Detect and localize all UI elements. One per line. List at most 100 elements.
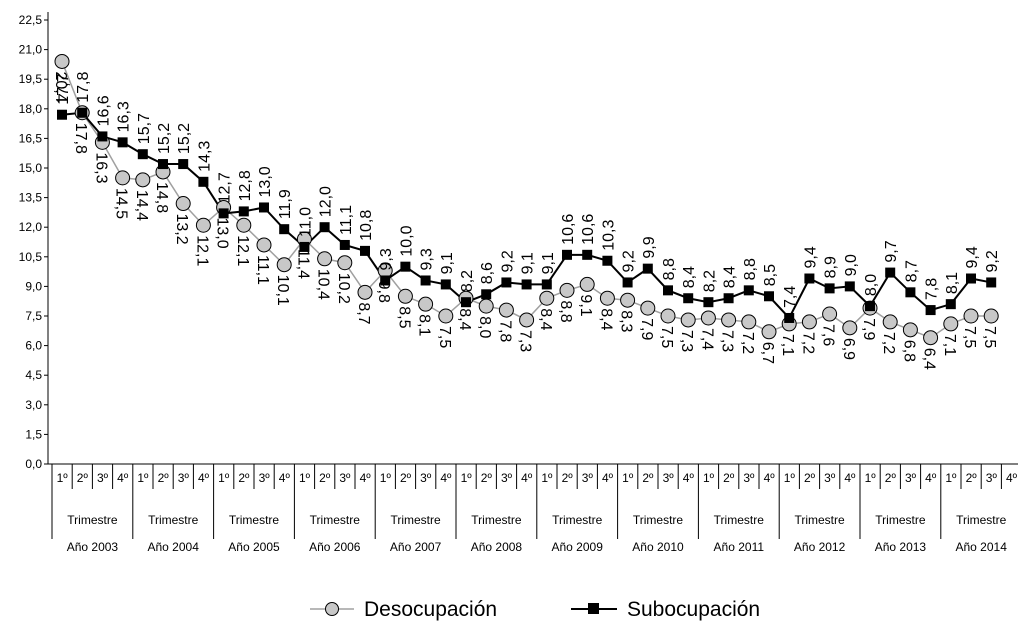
data-label-subocupacion: 8,5 xyxy=(762,264,779,286)
data-label-subocupacion: 11,0 xyxy=(297,207,314,237)
year-label: Año 2008 xyxy=(471,540,523,554)
quarter-label: 4º xyxy=(279,471,291,485)
data-labels: 20,417,816,314,5 14,4 14,813,212,113,012,1… xyxy=(52,71,1001,370)
data-label-subocupacion: 10,3 xyxy=(600,220,617,251)
point-subocupacion xyxy=(279,224,290,235)
point-desocupacion xyxy=(923,330,939,346)
y-tick-label: 6,0 xyxy=(25,339,42,353)
year-label: Año 2013 xyxy=(875,540,927,554)
point-subocupacion xyxy=(521,279,532,290)
legend: Desocupación Subocupación xyxy=(310,598,760,621)
data-label-subocupacion: 8,8 xyxy=(742,258,759,280)
point-subocupacion xyxy=(683,293,694,304)
quarter-label: 1º xyxy=(865,471,877,485)
point-desocupacion xyxy=(54,53,70,69)
point-subocupacion xyxy=(562,249,572,260)
point-subocupacion xyxy=(461,297,471,308)
axes: 0,0 1,5 3,0 4,5 6,0 7,5 9,0 10,5 12,0 13,5 15,0 16,… xyxy=(19,12,49,471)
data-label-desocupacion: 17,8 xyxy=(72,123,89,154)
data-label-subocupacion: 10,8 xyxy=(358,210,375,241)
point-desocupacion xyxy=(882,314,898,330)
data-label-desocupacion: 11,4 xyxy=(294,249,311,279)
point-desocupacion xyxy=(842,320,858,336)
point-subocupacion xyxy=(117,137,128,148)
point-desocupacion xyxy=(579,276,595,292)
trimestre-label: Trimestre xyxy=(794,513,845,527)
data-label-subocupacion: 12,0 xyxy=(318,186,335,217)
point-desocupacion xyxy=(983,308,999,324)
data-label-desocupacion: 8,8 xyxy=(557,300,574,322)
data-label-subocupacion: 12,7 xyxy=(217,172,234,203)
trimestre-label: Trimestre xyxy=(714,513,765,527)
data-label-desocupacion: 14,8 xyxy=(153,182,170,213)
point-subocupacion xyxy=(360,245,370,256)
data-label-desocupacion: 7,3 xyxy=(678,330,695,352)
point-subocupacion xyxy=(420,275,431,286)
data-label-desocupacion: 10,2 xyxy=(335,273,352,304)
data-label-desocupacion: 7,8 xyxy=(496,320,513,342)
category-axis-table: 1º 2º 3º 4º 1º 2º 3º 4º 1º 2º 3º 4º 1º 2º 3º 4º 1º 2º 3º 4º… xyxy=(48,463,1018,554)
quarter-label: 2º xyxy=(77,471,89,485)
data-label-desocupacion: 6,9 xyxy=(840,338,857,360)
point-desocupacion xyxy=(761,324,777,340)
point-desocupacion xyxy=(741,314,757,330)
year-label: Año 2011 xyxy=(714,540,765,554)
data-label-desocupacion: 7,9 xyxy=(860,318,877,340)
data-label-desocupacion: 8,4 xyxy=(456,308,473,330)
point-subocupacion xyxy=(400,261,411,272)
legend-label-desocupacion: Desocupación xyxy=(364,598,497,621)
quarter-label: 3º xyxy=(824,471,836,485)
quarter-label: 2º xyxy=(481,471,493,485)
quarter-label: 1º xyxy=(57,471,69,485)
point-subocupacion xyxy=(824,283,835,294)
point-subocupacion xyxy=(238,206,249,217)
point-subocupacion xyxy=(945,299,956,310)
y-tick-label: 15,0 xyxy=(19,161,43,175)
data-label-desocupacion: 8,5 xyxy=(395,306,412,328)
year-label: Año 2003 xyxy=(67,540,119,554)
data-label-subocupacion: 9,3 xyxy=(419,248,436,270)
point-desocupacion xyxy=(680,312,696,328)
quarter-label: 4º xyxy=(360,471,372,485)
data-label-desocupacion: 8,4 xyxy=(597,308,614,330)
data-label-desocupacion: 7,2 xyxy=(739,332,756,354)
point-subocupacion xyxy=(481,289,492,300)
point-subocupacion xyxy=(198,176,209,187)
quarter-label: 2º xyxy=(966,471,978,485)
data-label-subocupacion: 15,7 xyxy=(136,113,153,144)
point-subocupacion xyxy=(339,239,350,250)
data-label-subocupacion: 9,0 xyxy=(843,254,860,276)
data-label-desocupacion: 8,4 xyxy=(537,308,554,330)
y-tick-label: 1,5 xyxy=(25,427,42,441)
point-subocupacion xyxy=(299,241,310,252)
y-tick-label: 3,0 xyxy=(25,398,42,412)
point-subocupacion xyxy=(137,149,148,160)
point-desocupacion xyxy=(317,251,333,267)
quarter-label: 3º xyxy=(339,471,351,485)
data-label-subocupacion: 9,1 xyxy=(540,252,557,274)
quarter-label: 4º xyxy=(440,471,452,485)
data-label-desocupacion: 20,4 xyxy=(52,71,69,102)
quarter-label: 2º xyxy=(400,471,412,485)
data-label-desocupacion: 10,4 xyxy=(315,269,332,300)
point-subocupacion xyxy=(905,287,916,298)
point-desocupacion xyxy=(418,296,434,312)
trimestre-label: Trimestre xyxy=(390,513,441,527)
point-subocupacion xyxy=(663,285,673,296)
data-label-subocupacion: 9,4 xyxy=(802,246,819,268)
legend-marker-subocupacion xyxy=(588,603,599,614)
data-label-desocupacion: 7,2 xyxy=(880,332,897,354)
year-label: Año 2009 xyxy=(552,540,604,554)
point-subocupacion xyxy=(541,279,552,290)
data-label-desocupacion: 7,1 xyxy=(779,334,796,356)
year-label: Año 2007 xyxy=(390,540,442,554)
trimestre-label: Trimestre xyxy=(552,513,603,527)
point-subocupacion xyxy=(97,131,108,142)
data-label-desocupacion: 9,8 xyxy=(375,281,392,303)
data-label-subocupacion: 16,3 xyxy=(116,101,133,132)
data-label-desocupacion: 14,4 xyxy=(133,190,150,221)
legend-label-subocupacion: Subocupación xyxy=(627,598,760,621)
quarter-label: 4º xyxy=(602,471,614,485)
data-label-subocupacion: 13,0 xyxy=(257,166,274,197)
year-label: Año 2014 xyxy=(956,540,1008,554)
